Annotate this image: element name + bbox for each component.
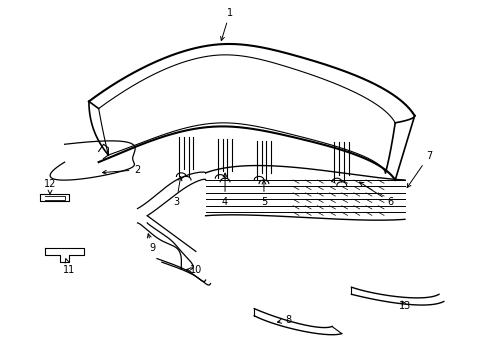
Text: 5: 5 (260, 180, 266, 207)
Text: 7: 7 (407, 150, 431, 188)
Text: 8: 8 (277, 315, 291, 325)
Text: 12: 12 (44, 179, 56, 195)
Text: 4: 4 (222, 173, 227, 207)
Text: 10: 10 (186, 265, 202, 275)
Text: 1: 1 (220, 8, 232, 41)
Text: 6: 6 (359, 182, 393, 207)
Text: 11: 11 (63, 259, 76, 275)
Text: 13: 13 (398, 301, 410, 311)
Text: 2: 2 (102, 165, 141, 175)
Text: 9: 9 (147, 234, 155, 253)
Text: 3: 3 (173, 177, 182, 207)
